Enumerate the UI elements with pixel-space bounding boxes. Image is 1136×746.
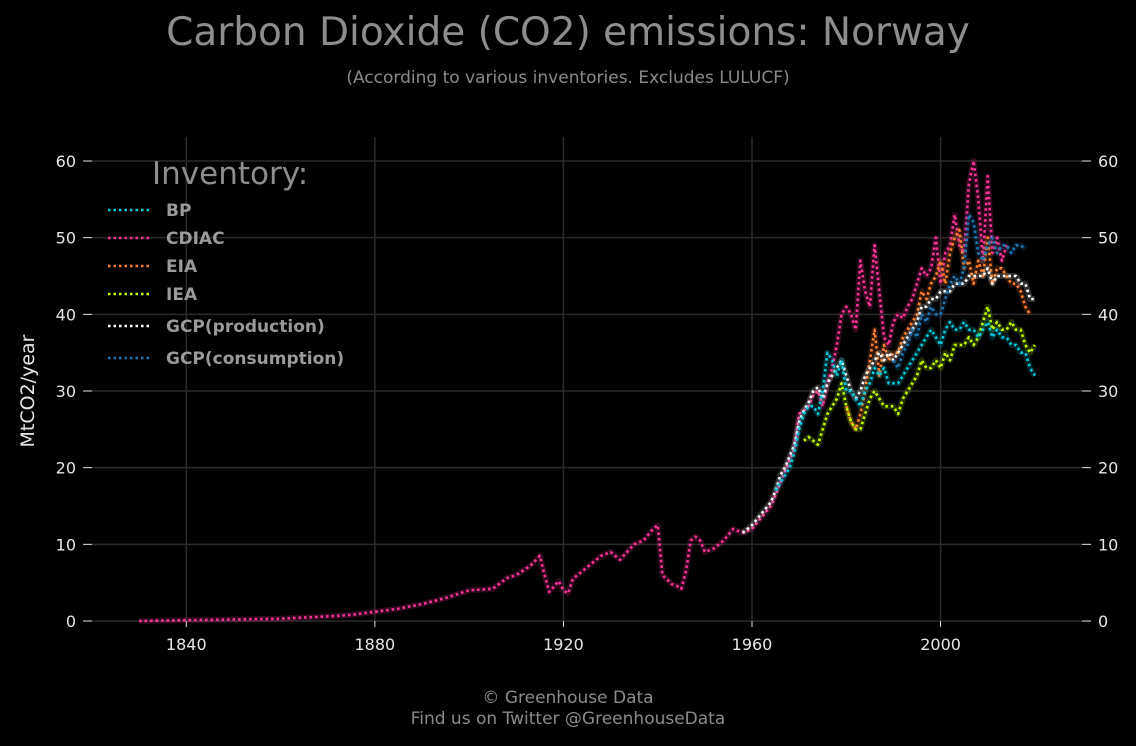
legend-label-bp: BP [166, 201, 191, 221]
x-tick-label: 1960 [732, 635, 773, 654]
copyright-text: © Greenhouse Data [482, 688, 654, 708]
y-tick-label-left: 20 [56, 459, 76, 478]
y-tick-label-right: 30 [1098, 382, 1118, 401]
x-tick-label: 1840 [166, 635, 207, 654]
y-tick-label-left: 10 [56, 535, 76, 554]
series-line-gcp-consumption- [892, 213, 1027, 370]
series-line-gcp-production- [741, 266, 1035, 534]
twitter-link[interactable]: Find us on Twitter @GreenhouseData [410, 709, 726, 729]
grid-lines [92, 137, 1082, 622]
chart-subtitle: (According to various inventories. Exclu… [346, 68, 790, 88]
y-tick-label-right: 40 [1098, 305, 1118, 324]
series-line-cdiac [139, 159, 1008, 623]
y-tick-label-right: 60 [1098, 152, 1118, 171]
legend-label-gcp-production-: GCP(production) [166, 317, 325, 337]
y-tick-label-left: 60 [56, 152, 76, 171]
x-tick-label: 2000 [920, 635, 961, 654]
series-lines [139, 158, 1038, 624]
legend: Inventory: BP CDIAC EIA IEA GCP(production) GC… [108, 156, 344, 369]
y-tick-label-right: 10 [1098, 535, 1118, 554]
line-chart: 1840 1880 1920 1960 2000 0 0 10 10 20 20 30 30 40 40 50… [17, 137, 1118, 654]
legend-label-gcp-consumption-: GCP(consumption) [166, 349, 344, 369]
chart-title: Carbon Dioxide (CO2) emissions: Norway [166, 10, 970, 55]
series-line-iea [803, 305, 1037, 447]
series-glow-gcp-production- [740, 265, 1035, 536]
series-line-bp [774, 320, 1037, 492]
y-tick-label-left: 30 [56, 382, 76, 401]
y-tick-label-right: 0 [1098, 612, 1108, 631]
legend-label-iea: IEA [166, 285, 198, 305]
y-tick-label-left: 50 [56, 229, 76, 248]
axes: 1840 1880 1920 1960 2000 0 0 10 10 20 20 30 30 40 40 50… [17, 152, 1118, 654]
legend-title: Inventory: [152, 156, 308, 192]
x-tick-label: 1920 [543, 635, 584, 654]
footer: © Greenhouse Data Find us on Twitter @Gr… [0, 688, 1136, 730]
y-tick-label-left: 0 [66, 612, 76, 631]
legend-label-eia: EIA [166, 257, 198, 277]
legend-label-cdiac: CDIAC [166, 229, 225, 249]
x-tick-label: 1880 [354, 635, 395, 654]
series-line-eia [845, 228, 1032, 431]
y-axis-label: MtCO2/year [17, 334, 39, 447]
y-tick-label-right: 50 [1098, 229, 1118, 248]
y-tick-label-right: 20 [1098, 459, 1118, 478]
y-tick-label-left: 40 [56, 305, 76, 324]
